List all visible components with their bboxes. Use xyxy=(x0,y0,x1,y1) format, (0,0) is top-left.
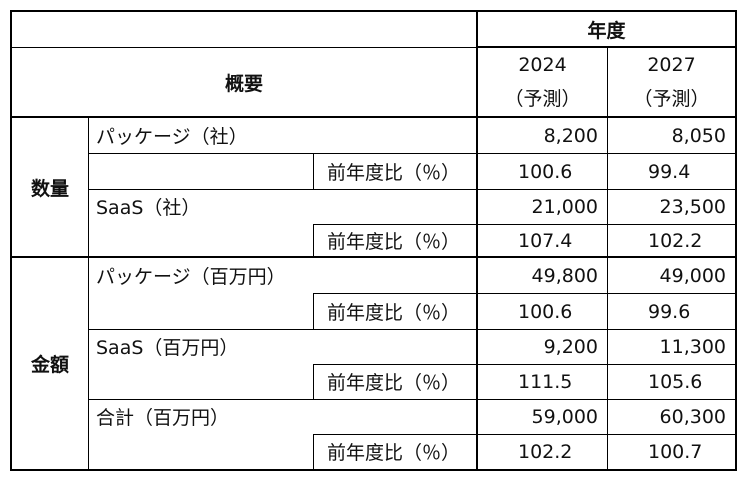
grid-line xyxy=(88,117,89,470)
year-2027-label: 2027 xyxy=(647,54,696,76)
row-label-total-amount: 合計（百万円） xyxy=(96,407,230,429)
grid-line xyxy=(11,116,737,118)
grid-line xyxy=(12,47,478,48)
table-cell: 23,500 xyxy=(659,195,726,218)
grid-line xyxy=(313,434,314,470)
year-2027-note: （予測） xyxy=(633,88,710,110)
year-2024-note: （予測） xyxy=(504,88,581,110)
grid-line xyxy=(313,224,314,257)
row-label-package-companies: パッケージ（社） xyxy=(96,126,248,148)
grid-line xyxy=(607,47,608,470)
grid-line xyxy=(89,189,735,190)
table-cell: 8,200 xyxy=(543,124,598,147)
year-2027-header: 2027 （予測） xyxy=(608,48,735,116)
grid-line xyxy=(313,364,737,365)
grid-line xyxy=(89,153,313,154)
table-cell: 99.4 xyxy=(648,160,691,183)
grid-line xyxy=(313,434,737,435)
group-amount: 金額 xyxy=(30,354,69,376)
table-cell: 111.5 xyxy=(518,370,573,393)
grid-line xyxy=(89,399,735,400)
table-cell: 99.6 xyxy=(648,300,691,323)
grid-line xyxy=(11,256,737,258)
ratio-label: 前年度比（％） xyxy=(327,162,461,184)
ratio-label: 前年度比（％） xyxy=(327,372,461,394)
ratio-label: 前年度比（％） xyxy=(327,442,461,464)
table-cell: 105.6 xyxy=(648,370,703,393)
row-label-saas-companies: SaaS（社） xyxy=(96,197,201,219)
table-cell: 8,050 xyxy=(671,124,726,147)
data-table-frame xyxy=(10,10,737,471)
table-cell: 60,300 xyxy=(659,405,726,428)
table-cell: 100.6 xyxy=(518,160,573,183)
grid-line xyxy=(313,153,314,189)
table-cell: 107.4 xyxy=(518,229,573,252)
table-cell: 9,200 xyxy=(543,335,598,358)
table-cell: 49,000 xyxy=(659,264,726,287)
grid-line xyxy=(313,293,314,329)
year-header: 年度 xyxy=(587,19,626,42)
grid-line xyxy=(313,364,314,399)
row-label-package-amount: パッケージ（百万円） xyxy=(96,266,286,288)
grid-line xyxy=(89,329,735,330)
ratio-label: 前年度比（％） xyxy=(327,231,461,253)
table-cell: 49,800 xyxy=(531,264,598,287)
table-cell: 100.6 xyxy=(518,300,573,323)
year-2024-label: 2024 xyxy=(518,54,567,76)
table-cell: 21,000 xyxy=(531,195,598,218)
group-quantity: 数量 xyxy=(30,177,69,200)
table-cell: 59,000 xyxy=(531,405,598,428)
overview-header: 概要 xyxy=(224,72,263,95)
grid-line xyxy=(313,224,737,225)
table-cell: 100.7 xyxy=(648,440,703,463)
ratio-label: 前年度比（％） xyxy=(327,302,461,324)
row-label-saas-amount: SaaS（百万円） xyxy=(96,337,239,359)
table-cell: 102.2 xyxy=(518,440,573,463)
grid-line xyxy=(476,11,478,470)
table-cell: 102.2 xyxy=(648,229,703,252)
grid-line xyxy=(313,293,737,294)
grid-line xyxy=(313,153,737,154)
year-2024-header: 2024 （予測） xyxy=(478,48,607,116)
table-cell: 11,300 xyxy=(659,335,726,358)
